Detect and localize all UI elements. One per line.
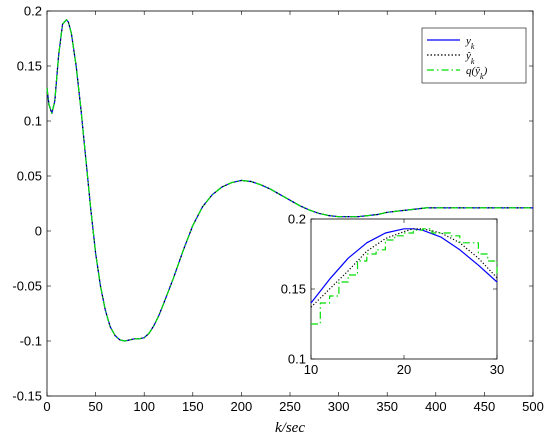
- x-tick-label: 0: [43, 399, 50, 414]
- y-tick-label: 0.05: [17, 169, 42, 184]
- y-tick-label: -0.05: [12, 279, 42, 294]
- x-axis-label: k/sec: [275, 420, 305, 436]
- legend: yk ŷk q(ŷk): [421, 27, 527, 84]
- x-tick-label: 30: [490, 362, 504, 377]
- x-tick-label: 10: [304, 362, 318, 377]
- x-tick-label: 300: [328, 399, 350, 414]
- x-tick-label: 350: [376, 399, 398, 414]
- legend-label-y: yk: [465, 35, 475, 51]
- x-tick-label: 200: [231, 399, 253, 414]
- y-tick-label: 0.2: [24, 4, 42, 19]
- x-tick-label: 450: [474, 399, 496, 414]
- main-plot: 0 50 100 150 200 250 300 350 400 450 500 -0.15-0.1…: [12, 4, 543, 437]
- inset-plot: 10 20 30 0.1 0.15 0.2: [281, 212, 505, 378]
- x-tick-label: 500: [522, 399, 544, 414]
- main-series-group: [46, 19, 533, 342]
- y-tick-label: 0.2: [288, 212, 306, 227]
- x-tick-label: 50: [88, 399, 102, 414]
- main-x-axis: 0 50 100 150 200 250 300 350 400 450 500: [43, 11, 544, 414]
- x-tick-label: 150: [182, 399, 204, 414]
- legend-label-y-est: ŷk: [465, 50, 475, 66]
- series-line-dash-dot: [311, 228, 498, 325]
- y-tick-label: 0: [35, 224, 42, 239]
- inset-y-axis: 0.1 0.15 0.2: [281, 212, 497, 367]
- inset-series-group: [310, 228, 498, 325]
- y-tick-label: -0.15: [12, 389, 42, 404]
- y-tick-label: -0.1: [20, 334, 42, 349]
- x-tick-label: 100: [133, 399, 155, 414]
- x-tick-label: 400: [425, 399, 447, 414]
- y-tick-label: 0.1: [24, 114, 42, 129]
- series-line-dash-dot: [46, 19, 533, 342]
- x-tick-label: 250: [279, 399, 301, 414]
- main-y-axis: -0.15 -0.1 -0.05 0 0.05 0.1 0.15 0.2: [12, 4, 533, 404]
- x-tick-label: 20: [397, 362, 411, 377]
- y-tick-label: 0.15: [17, 59, 42, 74]
- legend-box: [421, 27, 527, 84]
- inset-x-axis: 10 20 30: [304, 219, 504, 377]
- series-line-solid: [310, 228, 498, 304]
- y-tick-label: 0.1: [288, 352, 306, 367]
- y-tick-label: 0.15: [281, 282, 306, 297]
